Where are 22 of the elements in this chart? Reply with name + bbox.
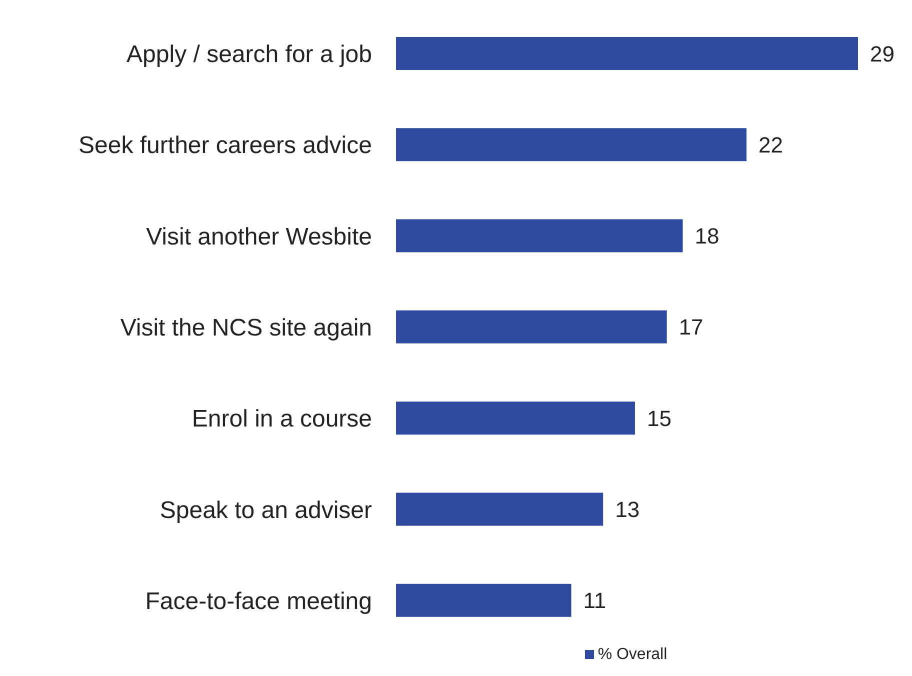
legend-label: % Overall — [598, 646, 668, 663]
bar — [396, 492, 604, 526]
bar — [396, 128, 746, 162]
data-label: 29 — [870, 41, 894, 66]
data-label: 18 — [694, 224, 720, 249]
y-tick-label: Apply / search for a job — [126, 41, 372, 68]
bar — [396, 402, 635, 435]
data-label: 13 — [615, 497, 640, 522]
bar — [396, 37, 858, 70]
y-tick-label: Seek further careers advice — [78, 132, 372, 160]
y-tick-label: Visit another Wesbite — [146, 223, 372, 250]
y-tick-label: Enrol in a course — [192, 406, 372, 433]
y-tick-label: Visit the NCS site again — [120, 314, 372, 342]
y-tick-label: Speak to an adviser — [160, 496, 372, 524]
data-label: 22 — [758, 132, 783, 158]
data-label: 15 — [646, 406, 672, 431]
data-label: 17 — [678, 314, 704, 340]
bar — [396, 584, 572, 617]
data-label: 11 — [583, 588, 606, 614]
y-tick-label: Face-to-face meeting — [145, 588, 372, 615]
bar — [396, 310, 667, 344]
bar — [396, 219, 683, 252]
